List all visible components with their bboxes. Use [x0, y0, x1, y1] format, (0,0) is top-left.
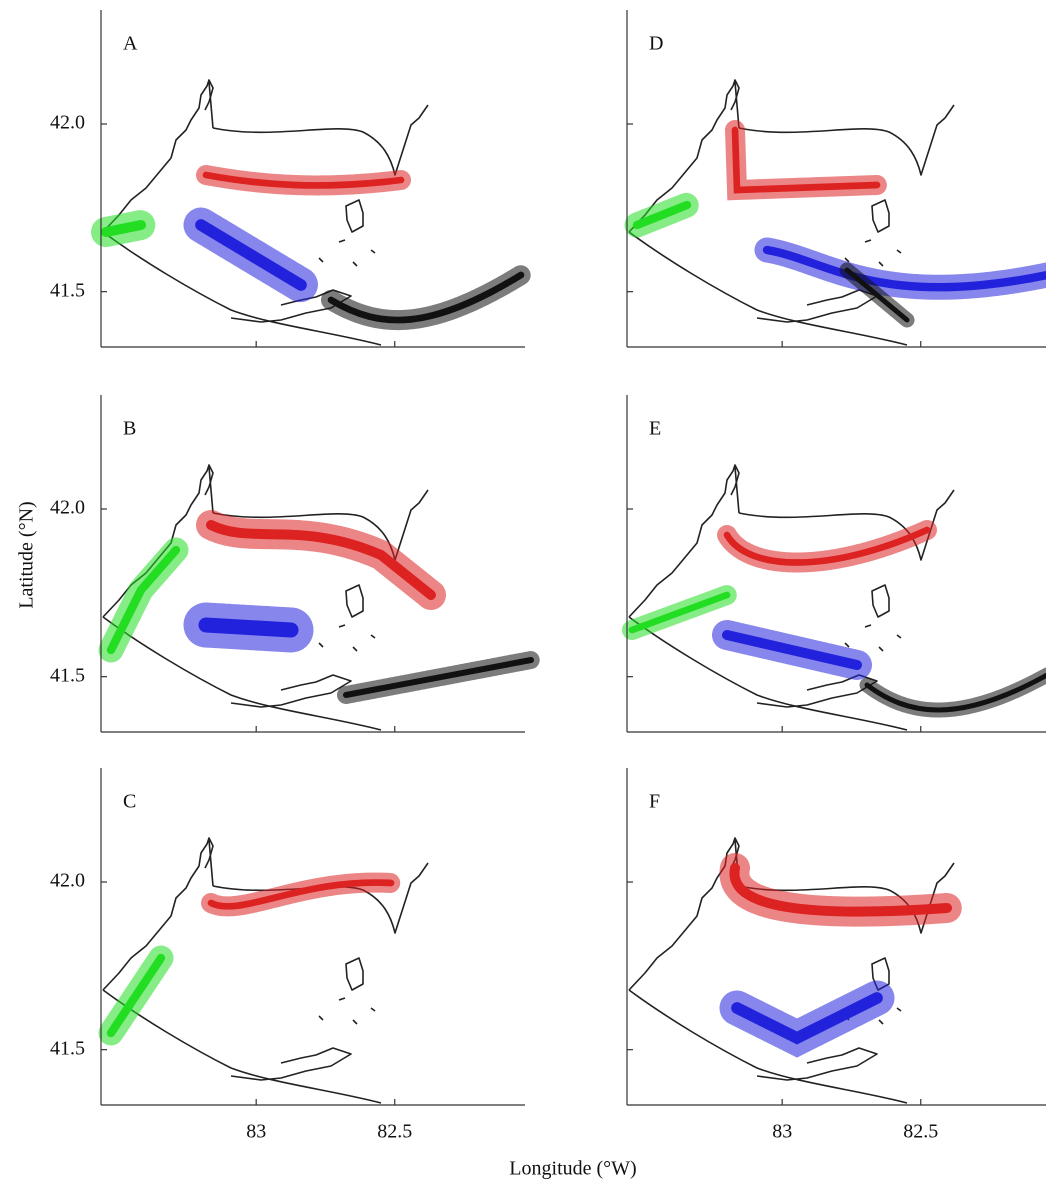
coastline — [628, 464, 955, 731]
particle-track — [101, 220, 146, 237]
x-axis-label: Longitude (°W) — [509, 1158, 636, 1180]
y-tick-label: 41.5 — [50, 1037, 85, 1059]
x-tick-label: 82.5 — [903, 1121, 938, 1143]
y-tick-label: 42.0 — [50, 870, 85, 892]
panel-label: E — [649, 418, 661, 440]
particle-track — [722, 630, 862, 670]
particle-track — [864, 672, 1046, 713]
panel-label: F — [649, 791, 660, 813]
y-axis-label: Latitude (°N) — [16, 501, 38, 608]
particle-track — [731, 992, 883, 1045]
particle-track — [327, 271, 525, 324]
map-panel: A 42.0 41.5 — [50, 10, 531, 348]
y-tick-label: 42.0 — [50, 112, 85, 134]
y-tick-label: 42.0 — [50, 497, 85, 519]
panel-label: B — [123, 418, 136, 440]
y-tick-label: 41.5 — [50, 279, 85, 301]
panel-label: A — [123, 33, 138, 55]
particle-track — [207, 879, 395, 910]
particle-track — [206, 520, 436, 600]
map-panel: C 42.0 41.5 83 82.5 — [50, 768, 525, 1143]
particle-track — [343, 657, 534, 698]
x-tick-label: 83 — [772, 1121, 792, 1143]
particle-track — [198, 617, 299, 638]
particle-track — [195, 219, 307, 291]
map-panel: D — [624, 10, 1046, 348]
panel-label: D — [649, 33, 663, 55]
particle-track — [628, 591, 731, 634]
coastline — [628, 837, 955, 1104]
y-tick-label: 41.5 — [50, 664, 85, 686]
panel-label: C — [123, 791, 136, 813]
x-tick-label: 82.5 — [377, 1121, 412, 1143]
particle-track — [106, 953, 166, 1038]
map-panel: F 83 82.5 — [626, 768, 1046, 1143]
map-panel: B 42.0 41.5 — [50, 395, 540, 733]
x-tick-label: 83 — [246, 1121, 266, 1143]
particle-track — [723, 526, 931, 566]
particle-track — [731, 126, 881, 194]
particle-cloud — [725, 120, 887, 201]
particle-track — [844, 267, 910, 323]
map-panel: E — [622, 395, 1046, 733]
particle-track — [202, 171, 405, 189]
particle-cloud — [859, 667, 1046, 718]
particle-track — [729, 863, 952, 917]
particle-track — [632, 200, 692, 230]
coastline — [102, 79, 429, 346]
particle-track — [106, 545, 181, 655]
